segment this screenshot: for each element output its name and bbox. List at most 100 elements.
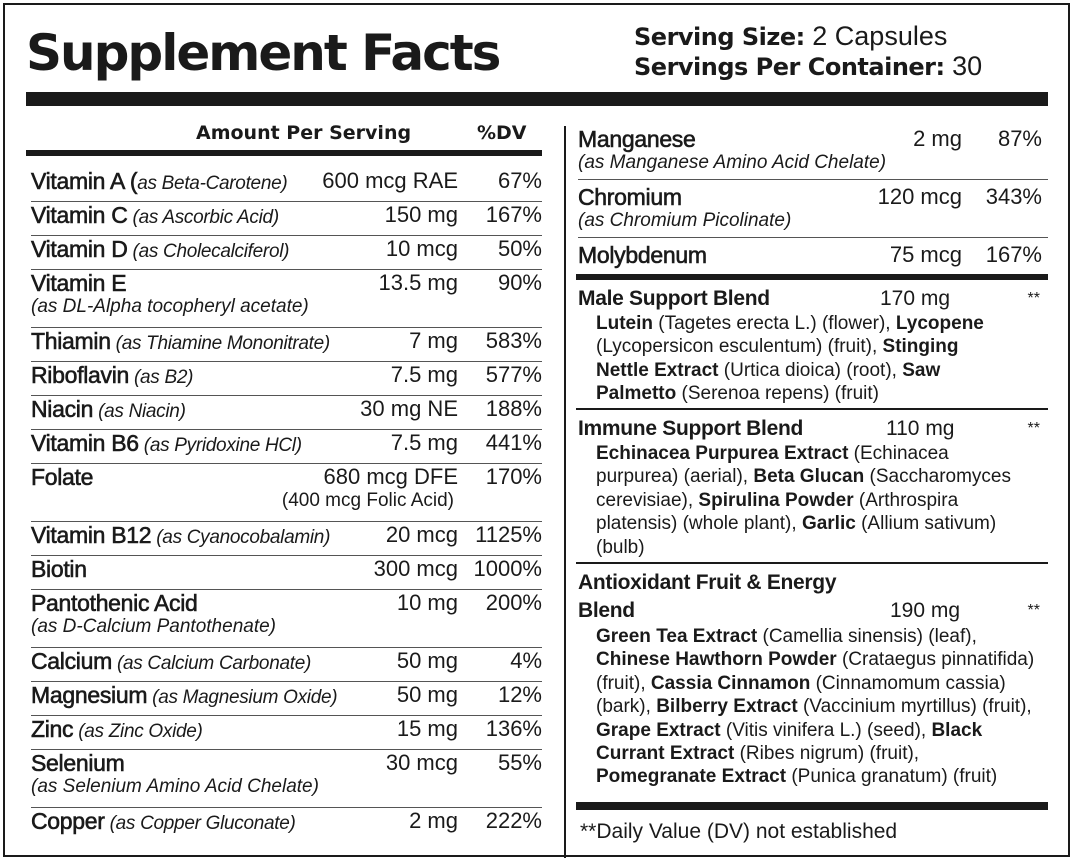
blend-amount: 170 mg xyxy=(880,287,951,310)
nutrient-dv: 222% xyxy=(485,808,542,833)
ingredient-detail: (Punica granatum) (fruit) xyxy=(786,766,998,788)
nutrient-amount: 600 mcg RAE xyxy=(322,168,458,193)
nutrient-label: Vitamin C xyxy=(31,202,128,229)
footnote: **Daily Value (DV) not established xyxy=(580,820,898,843)
ingredient-name: Green Tea Extract xyxy=(596,626,758,647)
nutrient-label: Vitamin B12 xyxy=(31,522,152,549)
nutrient-label: Molybdenum xyxy=(578,242,708,269)
nutrient-amount: 150 mg xyxy=(384,202,458,227)
ingredient-name: Currant Extract xyxy=(596,743,735,765)
nutrient-name: Vitamin C (as Ascorbic Acid) xyxy=(31,202,279,231)
ingredient-name: Spirulina Powder xyxy=(698,489,854,511)
nutrient-amount: 120 mcg xyxy=(877,184,962,209)
nutrient-dv: 136% xyxy=(485,716,542,741)
nutrient-name: Riboflavin (as B2) xyxy=(31,362,194,391)
servings-per-container-value: 30 xyxy=(952,51,983,81)
nutrient-dv: 583% xyxy=(485,328,542,353)
blend-dv: ** xyxy=(1027,602,1040,619)
ingredient-name: Lutein xyxy=(596,313,653,334)
nutrient-source: (as Pyridoxine HCl) xyxy=(138,435,302,456)
ingredient-detail: (Echinacea xyxy=(848,443,949,464)
ingredient-name: Nettle Extract xyxy=(596,359,719,381)
nutrient-source: (as Cholecalciferol) xyxy=(127,241,290,262)
nutrient-source: (as B2) xyxy=(129,367,194,388)
nutrient-row: Folate 680 mcg DFE (400 mcg Folic Acid) 170… xyxy=(31,464,542,522)
nutrient-label: Selenium xyxy=(31,750,125,777)
ingredient-line: Currant Extract (Ribes nigrum) (fruit), xyxy=(596,742,1034,765)
nutrient-name: Pantothenic Acid xyxy=(31,590,198,619)
blend-divider xyxy=(576,408,1048,410)
nutrient-amount: 30 mcg xyxy=(385,750,458,775)
ingredient-detail: (fruit), xyxy=(596,672,651,694)
nutrient-name: Vitamin B6 (as Pyridoxine HCl) xyxy=(31,430,302,459)
nutrient-row: Vitamin D (as Cholecalciferol) 10 mcg 50% xyxy=(31,236,542,270)
blend-name: Immune Support Blend xyxy=(578,417,804,440)
nutrient-row: Biotin 300 mcg 1000% xyxy=(31,556,542,590)
ingredient-detail: platensis) (whole plant), xyxy=(596,513,802,535)
serving-size-label: Serving Size: xyxy=(634,23,805,51)
nutrient-amount: 2 mg xyxy=(913,126,962,151)
nutrient-label: Manganese xyxy=(578,126,696,153)
nutrient-row: Vitamin C (as Ascorbic Acid) 150 mg 167% xyxy=(31,202,542,236)
nutrient-dv: 50% xyxy=(497,236,542,261)
nutrient-source: (as Zinc Oxide) xyxy=(73,721,203,742)
nutrient-row: Vitamin B12 (as Cyanocobalamin) 20 mcg 112… xyxy=(31,522,542,556)
nutrient-label: Calcium xyxy=(31,648,113,675)
nutrient-amount: 20 mcg xyxy=(385,522,458,547)
nutrient-amount: 7.5 mg xyxy=(390,362,458,387)
nutrient-name: Vitamin B12 (as Cyanocobalamin) xyxy=(31,522,331,551)
nutrient-row: Vitamin A (as Beta-Carotene) 600 mcg RAE 6… xyxy=(31,168,542,202)
nutrient-subtext: (as D-Calcium Pantothenate) xyxy=(31,616,276,637)
nutrient-row: Vitamin E (as DL-Alpha tocopheryl acetate… xyxy=(31,270,542,328)
nutrient-row: Magnesium (as Magnesium Oxide) 50 mg 12% xyxy=(31,682,542,716)
nutrient-amount: 7 mg xyxy=(409,328,458,353)
ingredient-detail: purpurea) (aerial), xyxy=(596,466,754,488)
nutrient-label: Thiamin xyxy=(31,328,112,355)
ingredient-detail: (Camellia sinensis) (leaf), xyxy=(757,626,977,647)
nutrient-amount: 7.5 mg xyxy=(390,430,458,455)
nutrient-name: Molybdenum xyxy=(578,242,708,269)
ingredient-line: (bulb) xyxy=(596,536,1011,559)
nutrient-source: as Beta-Carotene) xyxy=(137,173,288,194)
nutrient-dv: 1000% xyxy=(473,556,542,581)
ingredient-name: Garlic xyxy=(801,513,856,535)
nutrient-dv: 90% xyxy=(497,270,542,295)
nutrient-amount: 50 mg xyxy=(396,682,458,707)
ingredient-detail: (Tagetes erecta L.) (flower), xyxy=(653,313,896,334)
nutrient-name: Copper (as Copper Gluconate) xyxy=(31,808,296,837)
nutrient-amount: 300 mcg xyxy=(373,556,458,581)
nutrient-label: Chromium xyxy=(578,184,683,211)
nutrient-amount: 30 mg NE xyxy=(360,396,458,421)
nutrient-name: Chromium xyxy=(578,184,683,211)
nutrient-dv: 67% xyxy=(497,168,542,193)
nutrient-subtext: (as Manganese Amino Acid Chelate) xyxy=(578,152,887,173)
nutrient-label: Copper xyxy=(31,808,106,835)
ingredient-line: Green Tea Extract (Camellia sinensis) (l… xyxy=(596,625,1034,648)
serving-info: Serving Size: 2 Capsules Servings Per Co… xyxy=(634,22,982,82)
nutrient-name: Vitamin E xyxy=(31,270,127,299)
nutrient-amount: 2 mg xyxy=(409,808,458,833)
nutrient-row: Calcium (as Calcium Carbonate) 50 mg 4% xyxy=(31,648,542,682)
column-divider xyxy=(564,126,566,858)
nutrient-source: (as Thiamine Mononitrate) xyxy=(110,333,331,354)
nutrient-amount: 10 mg xyxy=(396,590,458,615)
nutrient-source: (as Niacin) xyxy=(93,401,186,422)
ingredient-name: Bilberry Extract xyxy=(656,696,798,718)
nutrient-row: Thiamin (as Thiamine Mononitrate) 7 mg 583… xyxy=(31,328,542,362)
ingredient-detail: cerevisiae), xyxy=(596,489,699,511)
nutrient-amount: 680 mcg DFE xyxy=(323,464,459,489)
ingredient-line: Lutein (Tagetes erecta L.) (flower), Lyc… xyxy=(596,312,984,335)
nutrient-dv: 343% xyxy=(985,184,1042,209)
ingredient-line: Chinese Hawthorn Powder (Crataegus pinna… xyxy=(596,648,1034,671)
ingredient-detail: (Lycopersicon esculentum) (fruit), xyxy=(596,336,883,358)
ingredient-name: Cassia Cinnamon xyxy=(650,672,811,694)
blend-divider xyxy=(576,562,1048,564)
nutrient-dv: 87% xyxy=(997,126,1042,151)
nutrient-source: (as Magnesium Oxide) xyxy=(147,687,338,708)
ingredient-name: Echinacea Purpurea Extract xyxy=(596,443,849,464)
ingredient-line: Palmetto (Serenoa repens) (fruit) xyxy=(596,382,984,405)
blend-ingredients: Green Tea Extract (Camellia sinensis) (l… xyxy=(596,625,1034,789)
nutrient-dv: 441% xyxy=(485,430,542,455)
nutrient-label: Pantothenic Acid xyxy=(31,590,198,617)
blend-bottom-rule xyxy=(576,802,1048,810)
